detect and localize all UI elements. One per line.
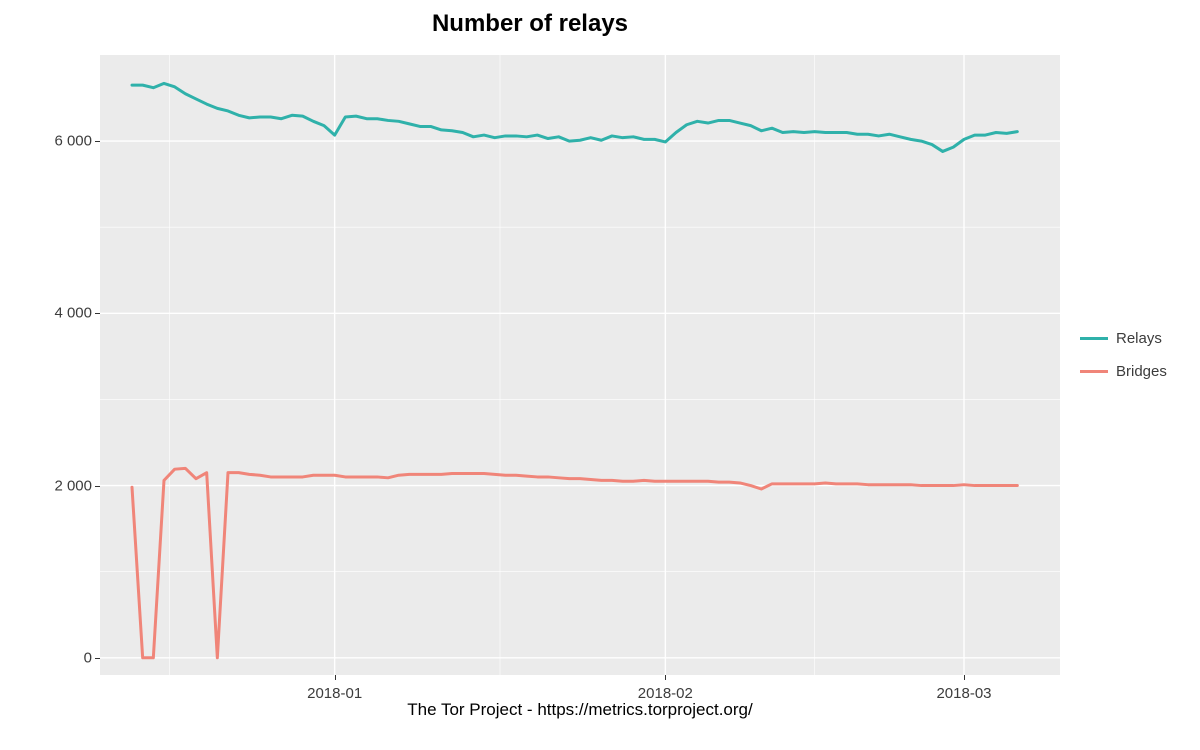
y-tick-mark [95,658,100,659]
y-tick-label: 0 [2,649,92,666]
y-tick-mark [95,313,100,314]
legend-swatch [1080,370,1108,373]
y-tick-label: 6 000 [2,133,92,150]
chart-title: Number of relays [0,10,1060,38]
x-tick-mark [335,675,336,680]
y-tick-mark [95,486,100,487]
y-tick-label: 2 000 [2,477,92,494]
chart-caption: The Tor Project - https://metrics.torpro… [100,700,1060,720]
y-tick-label: 4 000 [2,305,92,322]
plot-area [100,55,1060,675]
plot-svg [100,55,1060,675]
legend-swatch [1080,337,1108,340]
legend-label: Bridges [1116,363,1167,380]
legend-label: Relays [1116,330,1162,347]
y-tick-mark [95,141,100,142]
legend: Relays Bridges [1080,330,1167,396]
x-tick-mark [665,675,666,680]
chart-container: Number of relays 02 0004 0006 000 2018-0… [0,0,1200,750]
x-tick-mark [964,675,965,680]
legend-item-bridges: Bridges [1080,363,1167,380]
legend-item-relays: Relays [1080,330,1167,347]
